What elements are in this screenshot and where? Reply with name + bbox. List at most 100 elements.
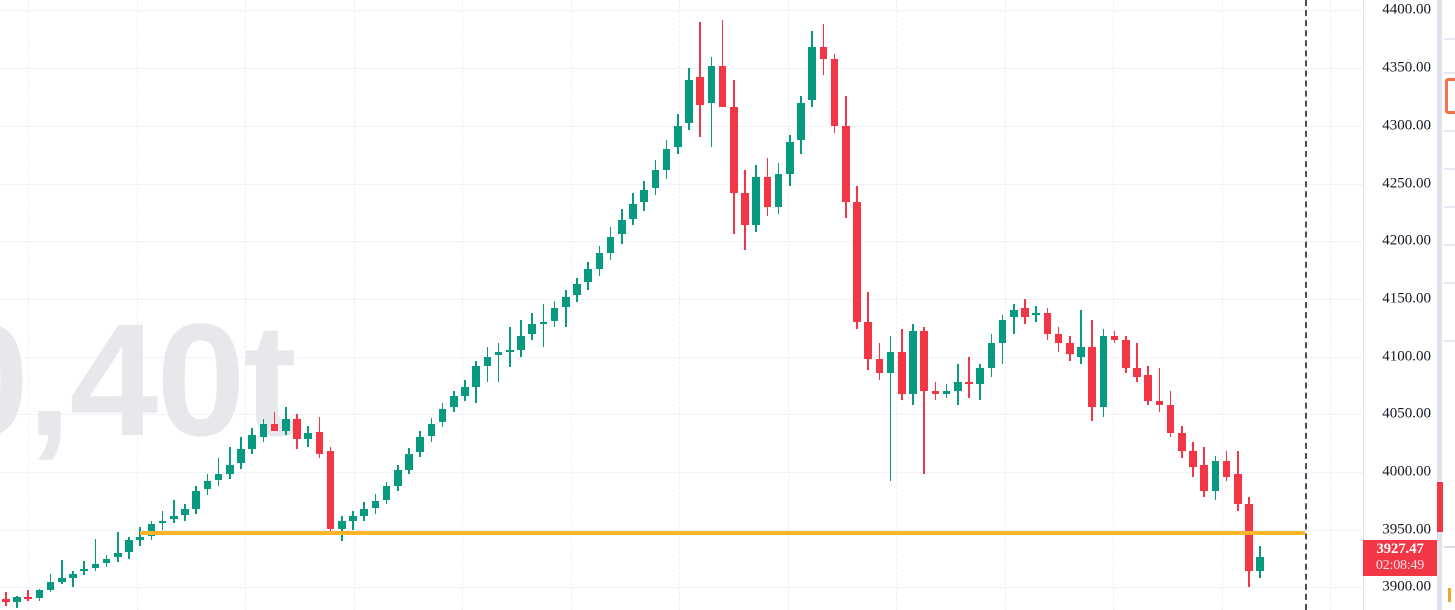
candlestick — [472, 0, 480, 610]
candle-body — [102, 558, 111, 564]
candle-wick — [1158, 368, 1161, 413]
candlestick — [606, 0, 615, 610]
candle-wick — [889, 335, 892, 482]
candlestick — [595, 0, 604, 610]
candlestick — [1133, 0, 1141, 610]
candle-body — [584, 268, 592, 282]
candle-wick — [27, 589, 29, 602]
rail-divider — [1444, 206, 1455, 208]
candlestick — [382, 0, 391, 610]
rail-divider — [1444, 546, 1455, 548]
candle-body — [80, 569, 88, 572]
horizontal-gridline — [0, 587, 1363, 589]
candle-body — [1021, 308, 1029, 318]
candlestick — [1200, 0, 1208, 610]
rail-alert-marker — [1448, 588, 1451, 602]
candle-body — [942, 391, 951, 394]
candle-body — [573, 283, 581, 296]
candlestick — [830, 0, 839, 610]
candle-body — [46, 581, 55, 590]
candlestick — [58, 0, 66, 610]
candle-body — [685, 79, 693, 124]
candle-body — [763, 176, 772, 207]
candle-body — [427, 423, 436, 437]
candle-body — [226, 465, 234, 475]
candle-body — [1178, 432, 1186, 452]
candlestick — [427, 0, 436, 610]
candlestick — [416, 0, 424, 610]
candlestick — [886, 0, 895, 610]
candle-body — [651, 169, 660, 189]
current-price-value: 3927.47 — [1376, 540, 1424, 557]
candle-body — [752, 176, 760, 226]
price-tick-label: 4000.00 — [1382, 463, 1431, 480]
candlestick — [618, 0, 626, 610]
candlestick — [226, 0, 234, 610]
price-tick-label: 3950.00 — [1382, 521, 1431, 538]
bar-countdown-timer: 02:08:49 — [1375, 557, 1425, 573]
vertical-gridline — [1113, 0, 1114, 610]
candlestick — [808, 0, 816, 610]
rail-selected-item[interactable] — [1445, 78, 1455, 114]
candlestick — [248, 0, 256, 610]
candle-body — [416, 437, 424, 453]
candlestick — [763, 0, 772, 610]
candle-wick — [72, 571, 74, 588]
candle-body — [539, 322, 548, 325]
vertical-gridline — [1004, 0, 1006, 610]
candle-body — [192, 490, 200, 509]
candlestick — [931, 0, 940, 610]
candle-body — [483, 356, 492, 366]
candle-wick — [117, 532, 119, 563]
candle-body — [976, 368, 984, 385]
candle-wick — [542, 303, 545, 348]
candlestick — [2, 0, 10, 610]
candle-body — [1144, 375, 1152, 401]
candle-body — [338, 520, 346, 529]
candle-body — [293, 418, 301, 439]
candle-body — [1133, 368, 1141, 378]
candlestick — [1144, 0, 1152, 610]
candle-body — [506, 349, 514, 353]
candlestick — [315, 0, 324, 610]
candlestick — [13, 0, 21, 610]
candlestick — [136, 0, 144, 610]
candle-body — [114, 552, 122, 558]
candlestick — [450, 0, 458, 610]
candle-body — [1110, 335, 1119, 341]
rail-divider — [1444, 340, 1455, 342]
candlestick — [1054, 0, 1063, 610]
chart-plot-area[interactable]: 0,40t — [0, 0, 1363, 610]
candle-wick — [1080, 310, 1082, 364]
price-scale[interactable]: 4400.00 4350.00 4300.00 4250.00 4200.00 4150.… — [1363, 0, 1437, 610]
vertical-gridline — [28, 0, 29, 610]
candlestick — [91, 0, 100, 610]
candlestick — [864, 0, 872, 610]
candle-body — [248, 435, 256, 449]
candlestick — [1256, 0, 1264, 610]
vertical-gridline — [462, 0, 463, 610]
candle-body — [808, 47, 816, 101]
support-level-line[interactable] — [140, 531, 1305, 536]
candle-wick — [83, 560, 85, 575]
candle-wick — [509, 326, 511, 368]
candlestick — [528, 0, 536, 610]
candle-body — [595, 252, 604, 269]
price-tick-label: 4150.00 — [1382, 290, 1431, 307]
rail-divider — [1444, 38, 1455, 40]
candle-body — [920, 331, 928, 392]
candle-wick — [497, 342, 500, 383]
right-toolbar-rail[interactable] — [1437, 0, 1455, 610]
candle-wick — [139, 527, 141, 546]
candlestick — [438, 0, 447, 610]
candle-body — [886, 352, 895, 373]
candlestick — [24, 0, 32, 610]
candle-body — [618, 220, 626, 235]
candlestick — [405, 0, 413, 610]
vertical-gridline — [136, 0, 138, 610]
candlestick — [270, 0, 279, 610]
candlestick — [304, 0, 312, 610]
candlestick — [158, 0, 167, 610]
candle-body — [998, 319, 1007, 343]
candle-wick — [161, 511, 164, 530]
